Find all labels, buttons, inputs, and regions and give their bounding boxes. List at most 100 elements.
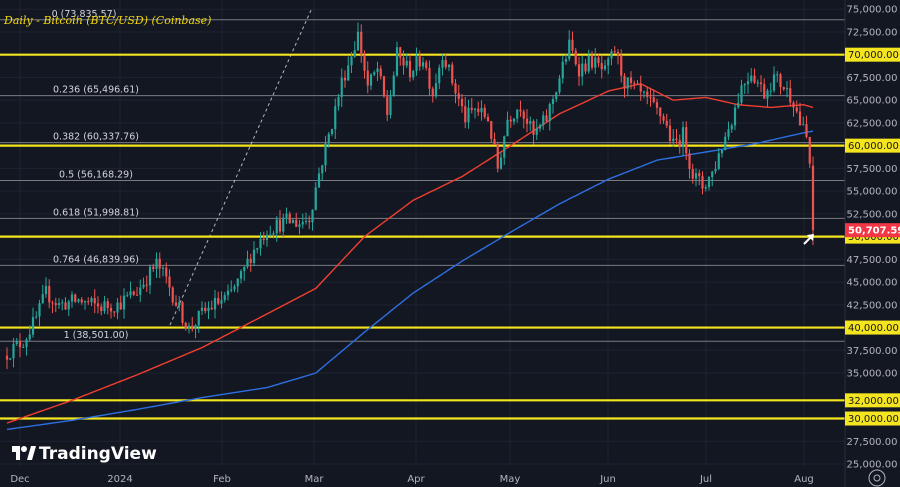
y-tick-label: 42,500.00 <box>847 300 898 311</box>
candle-body <box>213 298 217 310</box>
candle-body <box>750 75 753 82</box>
candle-body <box>106 301 109 308</box>
level-price-label: 60,000.00 <box>848 141 899 152</box>
chart-title: Daily - Bitcoin (BTC/USD) (Coinbase) <box>3 14 211 27</box>
candle-body <box>41 294 44 304</box>
fib-label: 0.764 (46,839.96) <box>53 254 139 265</box>
candle-body <box>623 75 626 89</box>
candle-body <box>776 74 779 76</box>
tradingview-logo: TradingView <box>12 444 157 464</box>
candle-body <box>353 50 356 57</box>
candle-body <box>132 291 135 295</box>
candles <box>5 22 815 370</box>
candle-body <box>772 74 776 91</box>
candle-body <box>239 271 243 279</box>
candle-body <box>652 97 655 103</box>
candle-body <box>789 88 792 103</box>
candle-body <box>555 92 558 100</box>
candle-body <box>327 133 330 144</box>
candle-body <box>220 300 223 304</box>
candle-body <box>711 171 714 178</box>
candle-body <box>259 238 262 249</box>
candle-body <box>785 88 789 90</box>
level-price-tag <box>845 411 900 426</box>
candle-body <box>171 287 174 303</box>
candle-body <box>48 286 51 303</box>
candle-body <box>184 322 187 329</box>
candle-body <box>116 302 119 313</box>
candle-body <box>122 295 126 310</box>
candle-body <box>395 47 399 76</box>
fib-label: 0 (73,835.57) <box>52 9 117 20</box>
candle-body <box>691 168 694 179</box>
candle-body <box>178 302 181 306</box>
candle-body <box>561 61 564 79</box>
x-tick-label: Aug <box>794 474 814 485</box>
candle-body <box>779 74 782 88</box>
candle-body <box>35 316 38 318</box>
tradingview-logo-icon <box>12 446 36 460</box>
y-tick-label: 35,000.00 <box>847 369 898 380</box>
candle-body <box>15 341 18 344</box>
candle-body <box>311 209 314 223</box>
candle-body <box>103 301 106 312</box>
candle-body <box>272 233 275 235</box>
candle-body <box>291 219 295 224</box>
candle-body <box>223 295 226 301</box>
candle-body <box>275 219 278 234</box>
candle-body <box>135 294 139 296</box>
candle-body <box>64 302 67 310</box>
candle-body <box>698 173 701 177</box>
candle-body <box>412 70 415 78</box>
candle-body <box>25 339 28 347</box>
candle-body <box>269 234 272 236</box>
candle-body <box>782 87 785 90</box>
candle-body <box>584 63 587 72</box>
candle-body <box>538 125 542 129</box>
y-tick-label: 52,500.00 <box>847 209 898 220</box>
level-price-label: 30,000.00 <box>848 414 899 425</box>
candle-body <box>295 219 298 227</box>
candle-body <box>551 99 555 105</box>
candle-body <box>31 317 35 335</box>
candle-body <box>756 82 759 84</box>
candle-body <box>581 63 584 77</box>
moving-average-fast <box>6 83 814 424</box>
candle-body <box>51 302 54 304</box>
y-tick-label: 67,500.00 <box>847 73 898 84</box>
candle-body <box>174 302 178 306</box>
candle-body <box>399 47 402 58</box>
candle-body <box>330 129 334 134</box>
candle-body <box>740 85 743 103</box>
candle-body <box>568 39 571 60</box>
fib-label: 0.5 (56,168.29) <box>59 169 133 180</box>
candle-body <box>607 58 610 66</box>
candle-body <box>512 118 516 122</box>
candle-body <box>139 287 142 295</box>
pointer-arrow-icon <box>803 234 814 245</box>
gear-icon <box>873 474 881 482</box>
candle-body <box>226 290 230 296</box>
candle-body <box>763 84 766 99</box>
candle-body <box>467 107 470 123</box>
candle-body <box>694 173 698 179</box>
candle-body <box>265 234 269 240</box>
candle-body <box>148 266 152 286</box>
x-tick-label: Apr <box>407 474 425 485</box>
candle-body <box>626 77 629 89</box>
candle-body <box>282 217 285 232</box>
candle-body <box>805 124 808 137</box>
candle-body <box>600 63 603 70</box>
candle-body <box>610 51 613 59</box>
candle-body <box>288 213 291 224</box>
candle-body <box>681 127 685 147</box>
candle-body <box>74 294 77 302</box>
candle-body <box>490 121 493 139</box>
candle-body <box>44 286 48 295</box>
candle-body <box>90 298 93 303</box>
candle-body <box>54 303 57 306</box>
candle-body <box>158 258 161 269</box>
settings-button[interactable] <box>868 469 886 487</box>
candle-body <box>233 286 236 290</box>
